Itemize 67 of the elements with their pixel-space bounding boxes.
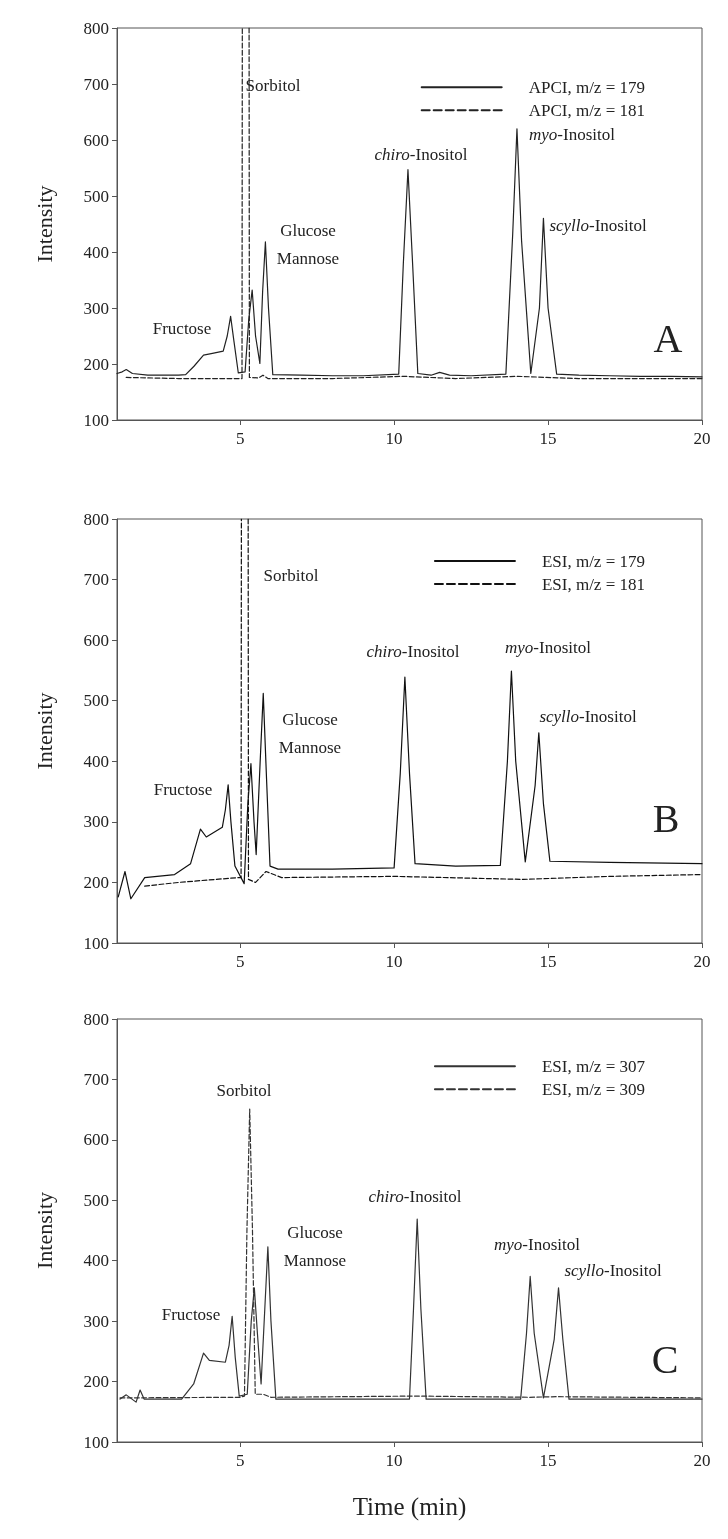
annotation: Fructose <box>152 318 212 338</box>
x-tick-label: 20 <box>693 1451 711 1470</box>
x-tick-label: 20 <box>693 429 711 448</box>
annotation: Sorbitol <box>216 1080 272 1100</box>
y-tick-label: 800 <box>83 18 109 38</box>
legend-label: ESI, m/z = 307 <box>541 1056 646 1076</box>
y-tick-label: 100 <box>83 1432 109 1452</box>
annotation: Sorbitol <box>245 75 301 95</box>
y-tick-label: 500 <box>83 186 109 206</box>
y-tick-label: 300 <box>83 1311 109 1331</box>
annotation: scyllo-Inositol <box>564 1260 662 1280</box>
y-tick-label: 200 <box>83 872 109 892</box>
annotation: A <box>653 315 683 361</box>
annotation: Glucose Mannose <box>283 1222 347 1270</box>
annotation: myo-Inositol <box>494 1234 581 1254</box>
y-tick-label: 500 <box>83 691 109 711</box>
y-tick-label: 600 <box>83 630 109 650</box>
y-tick-label: 300 <box>83 812 109 832</box>
x-tick-label: 5 <box>235 952 245 971</box>
x-tick-label: 10 <box>385 952 403 971</box>
y-axis-title: Intensity <box>31 692 57 770</box>
y-tick-label: 200 <box>83 1372 109 1392</box>
y-tick-label: 100 <box>83 410 109 430</box>
x-tick-label: 5 <box>235 1451 245 1470</box>
annotation: myo-Inositol <box>505 637 592 657</box>
y-axis-title: Intensity <box>31 1192 57 1269</box>
y-tick-label: 200 <box>83 354 109 374</box>
legend-label: ESI, m/z = 309 <box>541 1079 646 1099</box>
y-tick-label: 500 <box>83 1190 109 1210</box>
annotation: Sorbitol <box>263 565 319 585</box>
y-tick-label: 700 <box>83 570 109 590</box>
annotation: C <box>651 1336 679 1382</box>
annotation: B <box>652 795 680 841</box>
y-tick-label: 700 <box>83 1069 109 1089</box>
annotation: Glucose Mannose <box>276 220 340 268</box>
x-tick-label: 10 <box>385 1451 403 1470</box>
x-tick-label: 20 <box>693 952 711 971</box>
y-tick-label: 400 <box>83 751 109 771</box>
annotation: chiro-Inositol <box>366 641 460 661</box>
annotation: myo-Inositol <box>529 124 616 144</box>
y-axis-title: Intensity <box>31 185 57 263</box>
y-tick-label: 300 <box>83 298 109 318</box>
annotation: scyllo-Inositol <box>549 215 647 235</box>
y-tick-label: 400 <box>83 1251 109 1271</box>
annotation: chiro-Inositol <box>368 1186 462 1206</box>
y-tick-label: 400 <box>83 242 109 262</box>
annotation: scyllo-Inositol <box>539 706 637 726</box>
x-tick-label: 15 <box>539 952 557 971</box>
legend-label: ESI, m/z = 181 <box>541 574 646 594</box>
annotation: Fructose <box>153 779 213 799</box>
x-tick-label: 10 <box>385 429 403 448</box>
annotation: Fructose <box>161 1304 221 1324</box>
y-tick-label: 800 <box>83 509 109 529</box>
y-tick-label: 800 <box>83 1009 109 1029</box>
legend-label: APCI, m/z = 181 <box>528 100 645 120</box>
x-tick-label: 5 <box>235 429 245 448</box>
x-axis-title: Time (min) <box>352 1493 467 1521</box>
annotation: Glucose Mannose <box>278 709 342 757</box>
legend-label: APCI, m/z = 179 <box>528 77 645 97</box>
x-tick-label: 15 <box>539 1451 557 1470</box>
y-tick-label: 100 <box>83 933 109 953</box>
y-tick-label: 600 <box>83 130 109 150</box>
legend-label: ESI, m/z = 179 <box>541 551 646 571</box>
y-tick-label: 600 <box>83 1130 109 1150</box>
y-tick-label: 700 <box>83 74 109 94</box>
x-tick-label: 15 <box>539 429 557 448</box>
annotation: chiro-Inositol <box>374 144 468 164</box>
